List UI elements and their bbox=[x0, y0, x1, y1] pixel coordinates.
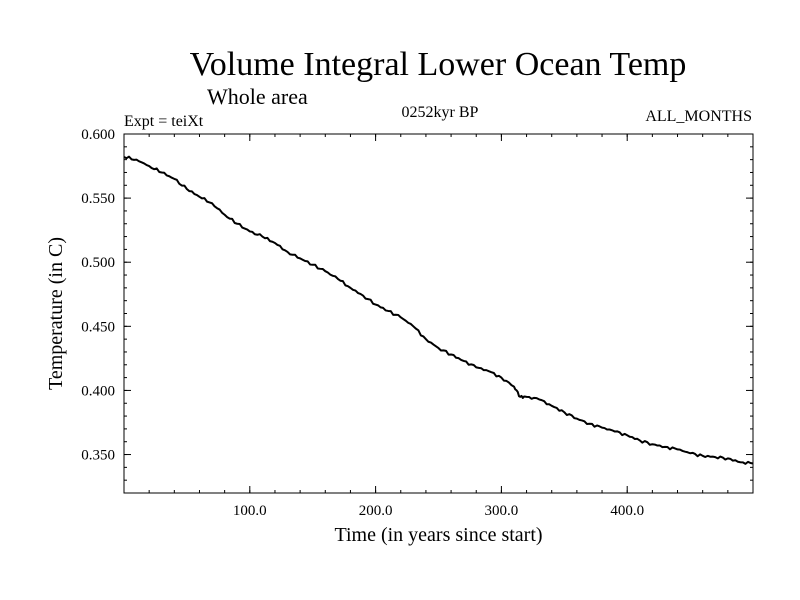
chart-subtitle: Whole area bbox=[207, 84, 308, 109]
y-tick-label: 0.500 bbox=[81, 255, 115, 271]
data-line bbox=[123, 155, 754, 465]
x-tick-label: 100.0 bbox=[233, 503, 267, 519]
months-label: ALL_MONTHS bbox=[645, 108, 752, 125]
x-tick-label: 300.0 bbox=[485, 503, 519, 519]
period-label: 0252kyr BP bbox=[401, 104, 479, 121]
y-tick-label: 0.400 bbox=[81, 383, 115, 399]
chart-title: Volume Integral Lower Ocean Temp bbox=[189, 46, 687, 83]
plot-frame bbox=[123, 133, 754, 494]
x-axis-label: Time (in years since start) bbox=[334, 524, 542, 546]
y-tick-label: 0.550 bbox=[81, 191, 115, 207]
y-tick-label: 0.350 bbox=[81, 448, 115, 464]
x-tick-label: 400.0 bbox=[610, 503, 644, 519]
y-axis-label: Temperature (in C) bbox=[45, 237, 67, 390]
y-tick-label: 0.600 bbox=[81, 127, 115, 143]
experiment-label: Expt = teiXt bbox=[124, 113, 204, 130]
y-tick-label: 0.450 bbox=[81, 319, 115, 335]
x-tick-label: 200.0 bbox=[359, 503, 393, 519]
